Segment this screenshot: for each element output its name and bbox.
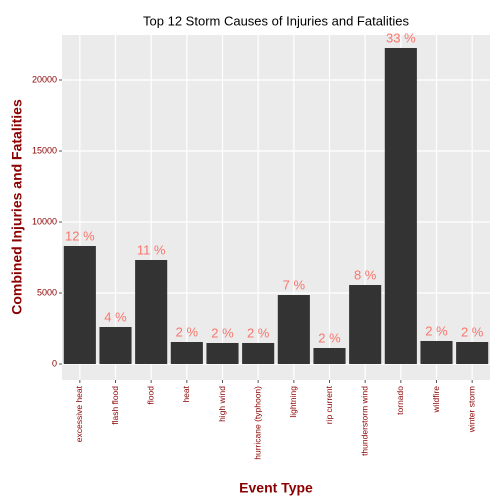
bar-annotation: 33 % — [386, 30, 416, 45]
x-axis-title: Event Type — [239, 480, 313, 496]
bar — [277, 294, 310, 364]
bar — [349, 285, 382, 364]
x-tick-label: flash flood — [110, 386, 120, 425]
x-tick-label: flood — [145, 386, 155, 405]
y-tick-label: 5000 — [37, 287, 57, 297]
panel — [62, 35, 490, 380]
bar-annotation: 4 % — [104, 309, 127, 324]
bar — [420, 340, 453, 364]
x-tick-label: rip current — [324, 385, 334, 424]
y-tick-label: 15000 — [32, 145, 57, 155]
bar-annotation: 12 % — [65, 228, 95, 243]
bar — [313, 347, 346, 364]
y-tick-label: 0 — [52, 358, 57, 368]
bar — [384, 47, 417, 364]
x-tick-label: hurricane (typhoon) — [252, 386, 262, 460]
x-tick-label: heat — [181, 385, 191, 402]
x-tick-label: high wind — [217, 386, 227, 422]
x-tick-label: excessive heat — [74, 385, 84, 442]
bar-annotation: 11 % — [137, 242, 166, 257]
bar — [135, 259, 168, 364]
bar-annotation: 2 % — [211, 325, 234, 340]
bar — [242, 342, 275, 364]
bar-annotation: 2 % — [176, 324, 199, 339]
bar-annotation: 2 % — [318, 330, 341, 345]
bar-annotation: 8 % — [354, 267, 377, 282]
bar-annotation: 2 % — [247, 325, 270, 340]
bar — [456, 342, 489, 364]
x-tick-label: winter storm — [466, 386, 476, 433]
x-tick-label: lightning — [288, 386, 298, 418]
bar — [63, 245, 96, 364]
bar — [170, 342, 203, 364]
bar-annotation: 2 % — [461, 324, 484, 339]
bar-annotation: 2 % — [425, 323, 448, 338]
x-tick-label: tornado — [395, 386, 405, 415]
y-tick-label: 10000 — [32, 216, 57, 226]
chart-title: Top 12 Storm Causes of Injuries and Fata… — [143, 13, 409, 28]
bar — [206, 342, 239, 364]
bar-annotation: 7 % — [283, 277, 306, 292]
x-tick-label: thunderstorm wind — [359, 386, 369, 456]
y-axis-title: Combined Injuries and Fatalities — [9, 99, 25, 315]
y-tick-label: 20000 — [32, 74, 57, 84]
bar — [99, 326, 132, 364]
x-tick-label: wildfire — [431, 386, 441, 414]
